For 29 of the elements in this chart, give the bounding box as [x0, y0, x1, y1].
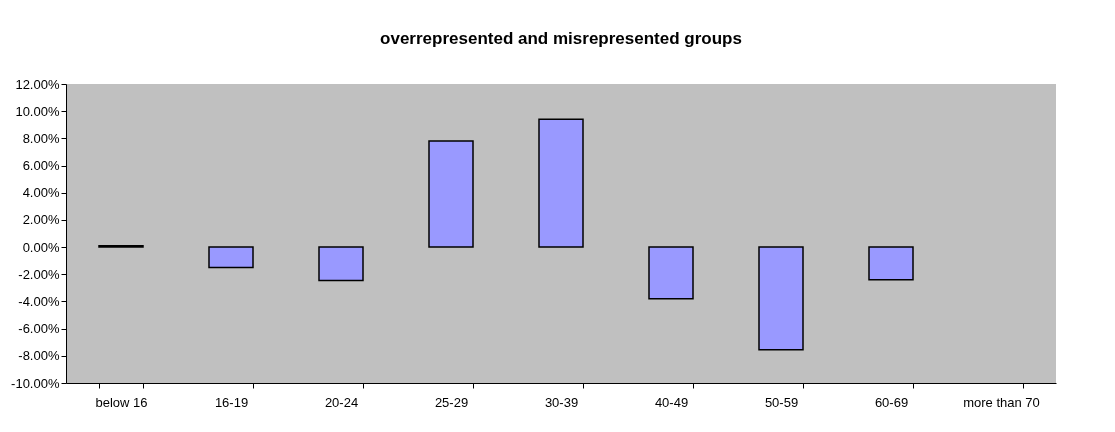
- x-tick-label: 60-69: [874, 394, 909, 410]
- y-tick-label: -4.00%: [18, 293, 60, 309]
- y-tick-label: 0.00%: [22, 239, 60, 255]
- bar: [428, 140, 474, 248]
- y-tick-label: 4.00%: [22, 185, 60, 201]
- y-tick-label: -6.00%: [18, 321, 60, 337]
- bar: [758, 246, 804, 351]
- x-tick-label: 25-29: [434, 394, 469, 410]
- y-tick-label: -8.00%: [18, 348, 60, 364]
- bar: [648, 246, 694, 300]
- chart-title: overrepresented and misrepresented groups: [380, 29, 742, 48]
- bar: [318, 246, 364, 282]
- y-tick-label: 12.00%: [15, 76, 60, 92]
- y-tick-label: 10.00%: [15, 103, 60, 119]
- x-tick-label: 20-24: [324, 394, 359, 410]
- y-tick-label: 6.00%: [22, 158, 60, 174]
- bar: [868, 246, 914, 281]
- x-tick-label: 40-49: [654, 394, 689, 410]
- x-tick-label: 50-59: [764, 394, 799, 410]
- y-tick-label: 2.00%: [22, 212, 60, 228]
- x-tick-label: below 16: [95, 394, 148, 410]
- y-tick-label: -2.00%: [18, 266, 60, 282]
- x-tick-label: 30-39: [544, 394, 579, 410]
- bar: [538, 118, 584, 248]
- x-tick-label: 16-19: [214, 394, 249, 410]
- x-tick-label: more than 70: [963, 394, 1040, 410]
- y-tick-label: 8.00%: [22, 130, 60, 146]
- y-tick-label: -10.00%: [11, 375, 60, 391]
- bar: [208, 246, 254, 269]
